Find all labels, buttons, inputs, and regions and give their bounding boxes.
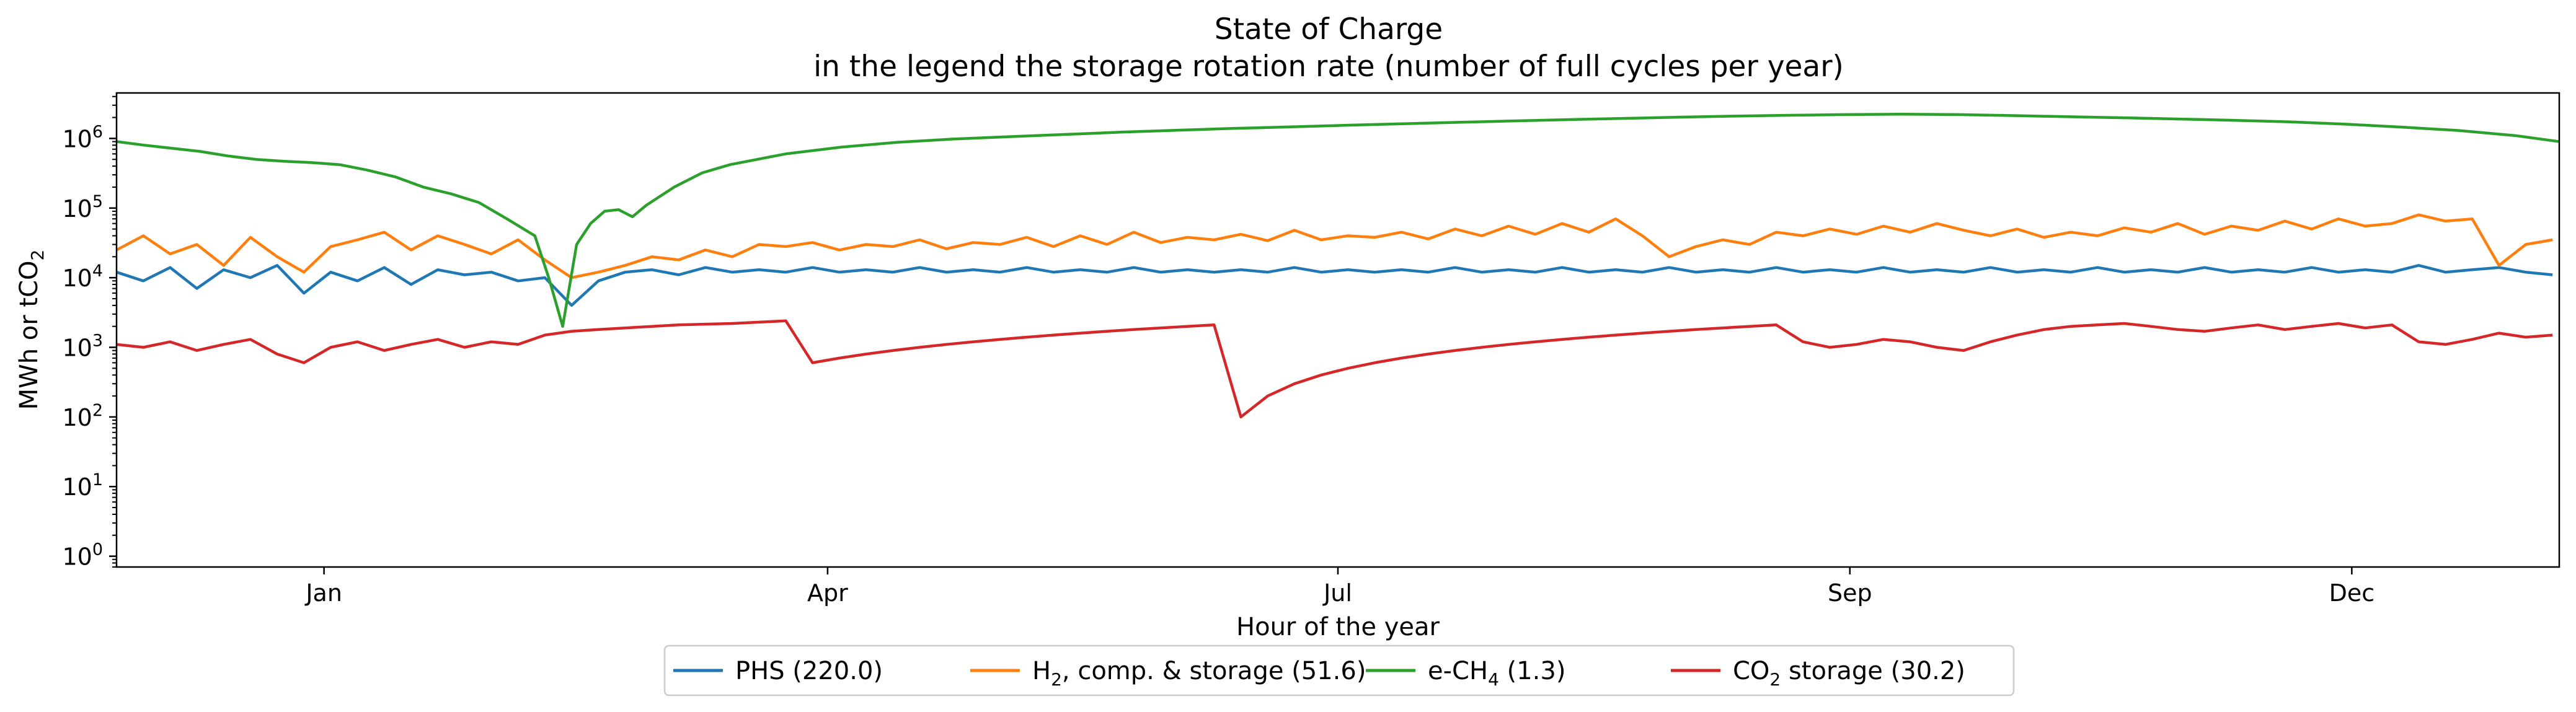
legend: PHS (220.0) H2, comp. & storage (51.6) e-C… [663, 644, 2015, 697]
legend-label: PHS (220.0) [735, 657, 883, 685]
legend-frame [663, 644, 2015, 697]
chart-subtitle: in the legend the storage rotation rate … [813, 50, 1844, 84]
y-tick-label: 106 [62, 122, 103, 152]
legend-label: e-CH4 (1.3) [1428, 657, 1565, 690]
chart-title: State of Charge [1215, 12, 1443, 46]
x-tick-label: Jan [304, 579, 342, 607]
series-line-3 [117, 113, 2559, 328]
series-line-4 [117, 319, 2553, 419]
x-axis: Jan Apr Jul Sep Dec [304, 567, 2375, 607]
x-tick-label: Apr [807, 579, 848, 607]
y-tick-label: 102 [62, 401, 103, 431]
x-tick-label: Jul [1322, 579, 1352, 607]
y-tick-label: 101 [62, 470, 103, 501]
series-line-1 [117, 264, 2553, 307]
y-axis-label: MWh or tCO2 [15, 250, 48, 410]
y-axis-label-subscript: 2 [27, 250, 48, 261]
y-axis-label-main: MWh or tCO [15, 260, 43, 410]
x-axis-label: Hour of the year [1236, 613, 1440, 641]
y-tick-label: 105 [62, 192, 103, 222]
series-group [117, 113, 2559, 419]
x-tick-label: Dec [2329, 579, 2375, 607]
legend-label: H2, comp. & storage (51.6) [1032, 657, 1366, 690]
y-tick-label: 103 [62, 331, 103, 361]
y-tick-label: 100 [62, 540, 103, 571]
legend-label: CO2 storage (30.2) [1733, 657, 1965, 690]
x-tick-label: Sep [1828, 579, 1872, 607]
series-line-2 [117, 213, 2553, 279]
y-axis: 100 101 102 103 104 105 106 [62, 95, 117, 571]
y-tick-label: 104 [62, 262, 103, 292]
